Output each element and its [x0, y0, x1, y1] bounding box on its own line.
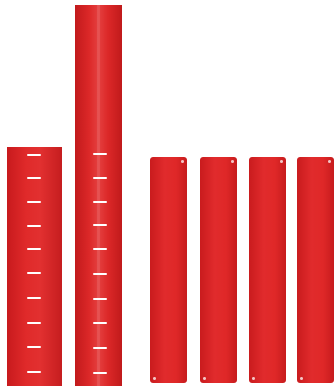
scale-tick [93, 298, 107, 300]
scale-tick [27, 322, 41, 324]
mounting-hole [300, 377, 303, 380]
scale-tick [93, 273, 107, 275]
scale-tick [27, 177, 41, 179]
scale-tick [93, 224, 107, 226]
short-scaled-panel [7, 147, 62, 386]
scale-tick [93, 372, 107, 374]
scale-tick [27, 371, 41, 373]
scale-tick [27, 248, 41, 250]
plain-plate-2 [200, 157, 237, 383]
scale-tick [27, 346, 41, 348]
plain-plate-3 [249, 157, 286, 383]
plain-plate-1 [150, 157, 187, 383]
scale-tick [93, 201, 107, 203]
scale-tick [27, 225, 41, 227]
mounting-hole [328, 160, 331, 163]
scale-tick [93, 322, 107, 324]
mounting-hole [203, 377, 206, 380]
scale-tick [27, 272, 41, 274]
mounting-hole [231, 160, 234, 163]
mounting-hole [252, 377, 255, 380]
scale-tick [93, 153, 107, 155]
tall-scaled-panel [75, 5, 122, 386]
mounting-hole [181, 160, 184, 163]
scale-tick [93, 177, 107, 179]
scale-tick [27, 297, 41, 299]
mounting-hole [153, 377, 156, 380]
scale-tick [27, 154, 41, 156]
scale-tick [93, 248, 107, 250]
plain-plate-4 [297, 157, 334, 383]
mounting-hole [280, 160, 283, 163]
scale-tick [93, 347, 107, 349]
scale-tick [27, 201, 41, 203]
